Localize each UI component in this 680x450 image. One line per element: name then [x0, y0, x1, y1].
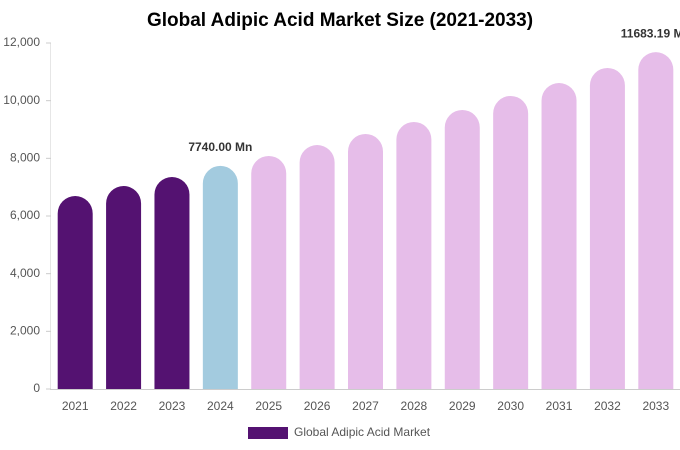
x-tick-label: 2030	[497, 399, 524, 413]
bar	[251, 155, 287, 389]
x-tick-label: 2028	[401, 399, 428, 413]
x-tick-label: 2029	[449, 399, 476, 413]
y-tick-label: 6,000	[10, 208, 40, 222]
x-tick-label: 2033	[642, 399, 669, 413]
bar	[589, 67, 625, 389]
bar	[444, 109, 480, 390]
data-label: 7740.00 Mn	[188, 140, 252, 154]
y-tick-label: 10,000	[3, 93, 40, 107]
x-tick-label: 2023	[159, 399, 186, 413]
x-tick-label: 2031	[546, 399, 573, 413]
y-tick-label: 12,000	[3, 35, 40, 49]
bar	[541, 82, 577, 390]
x-tick-label: 2021	[62, 399, 89, 413]
x-tick-label: 2032	[594, 399, 621, 413]
bar	[299, 144, 335, 389]
x-tick-label: 2022	[110, 399, 137, 413]
x-tick-label: 2027	[352, 399, 379, 413]
x-tick-label: 2026	[304, 399, 331, 413]
bar	[57, 195, 93, 389]
bar	[493, 95, 529, 389]
x-tick-label: 2024	[207, 399, 234, 413]
y-tick-label: 4,000	[10, 266, 40, 280]
y-tick-label: 0	[33, 381, 40, 395]
y-tick-label: 8,000	[10, 151, 40, 165]
bar	[202, 165, 238, 389]
bar	[106, 185, 142, 389]
bar	[396, 121, 432, 390]
x-tick-label: 2025	[255, 399, 282, 413]
bar	[154, 176, 190, 389]
legend-swatch	[248, 427, 288, 439]
data-label: 11683.19 Mn	[621, 26, 680, 40]
bar	[348, 133, 383, 389]
legend-label: Global Adipic Acid Market	[294, 425, 431, 439]
y-tick-label: 2,000	[10, 324, 40, 338]
bar	[638, 52, 674, 389]
chart-title: Global Adipic Acid Market Size (2021-203…	[147, 10, 533, 31]
